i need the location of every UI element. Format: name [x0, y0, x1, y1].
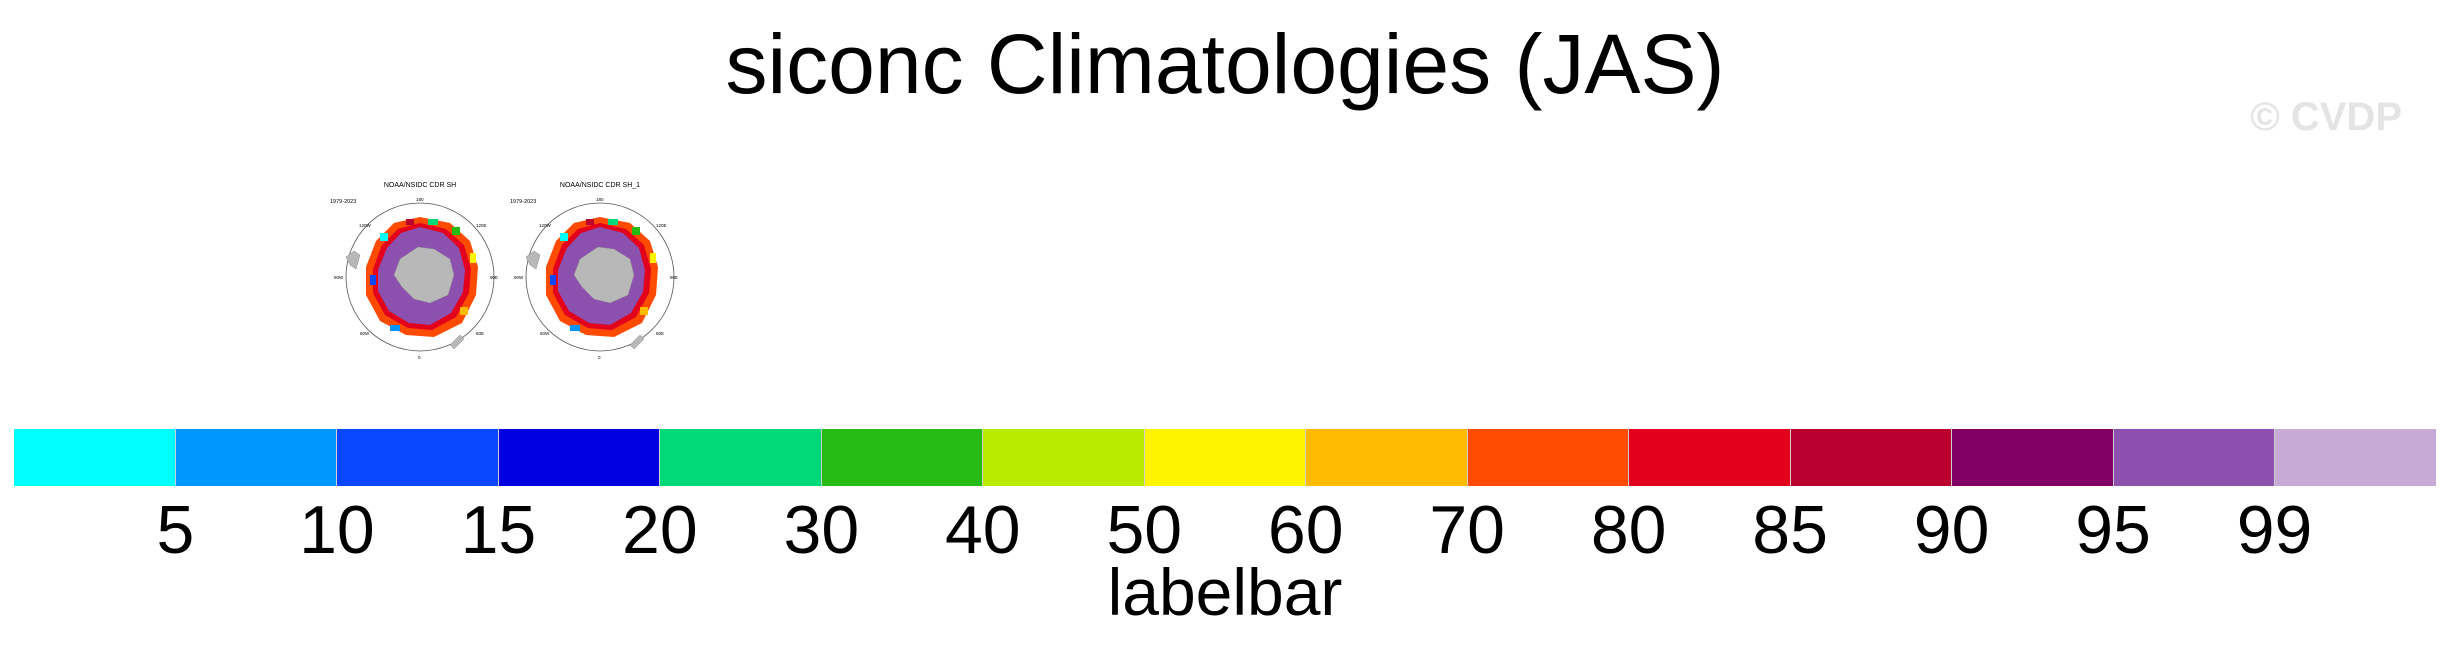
- svg-text:180: 180: [596, 197, 604, 202]
- svg-text:0: 0: [418, 355, 421, 360]
- colorbar-box: [1790, 429, 1953, 486]
- map-panel-1: 120W 180 120E 90W 90E 60W 60E 0 NOAA/NSIDC CD…: [330, 175, 510, 365]
- svg-text:60E: 60E: [656, 331, 664, 336]
- colorbar-tick-label: 95: [2075, 492, 2151, 568]
- new-zealand-landmass: [449, 334, 465, 350]
- colorbar-tick-label: 20: [622, 492, 698, 568]
- colorbar-box: [175, 429, 338, 486]
- svg-text:120E: 120E: [656, 223, 667, 228]
- colorbar-tick-label: 99: [2236, 492, 2313, 568]
- colorbar-box: [1952, 429, 2114, 486]
- colorbar-tick-label: 50: [1106, 492, 1183, 568]
- figure-title: siconc Climatologies (JAS): [725, 17, 1725, 111]
- colorbar-box: [2113, 429, 2276, 486]
- colorbar-tick-label: 40: [944, 492, 1021, 568]
- colorbar-box: [337, 429, 499, 486]
- colorbar-box: [1144, 429, 1307, 486]
- colorbar-box: [660, 429, 822, 486]
- svg-text:60W: 60W: [540, 331, 550, 336]
- colorbar-label: labelbar: [1107, 555, 1343, 629]
- svg-text:60E: 60E: [476, 331, 484, 336]
- colorbar-box: [498, 429, 661, 486]
- colorbar-tick-label: 70: [1429, 492, 1505, 568]
- panel-title: NOAA/NSIDC CDR SH: [383, 182, 457, 189]
- map-panel-2: 120W 180 120E 90W 90E 60W 60E 0 NOAA/NSIDC CD…: [510, 175, 690, 365]
- south-america-landmass: [345, 250, 361, 270]
- colorbar-tick-label: 60: [1267, 492, 1344, 568]
- colorbar-tick-label: 90: [1913, 492, 1990, 568]
- colorbar-box: [983, 429, 1145, 486]
- colorbar-tick-label: 15: [460, 492, 537, 568]
- colorbar-box: [2275, 429, 2436, 486]
- colorbar-box: [1306, 429, 1468, 486]
- longitude-labels-2: 120W 180 120E 90W 90E 60W 60E 0: [514, 197, 678, 360]
- colorbar-box: [1467, 429, 1630, 486]
- south-america-landmass: [525, 250, 541, 270]
- svg-text:90W: 90W: [334, 275, 344, 280]
- svg-text:180: 180: [416, 197, 424, 202]
- svg-text:120W: 120W: [539, 223, 552, 228]
- antarctica-landmass: [573, 246, 635, 304]
- colorbar-tick-label: 5: [156, 492, 195, 568]
- colorbar-tick-label: 85: [1752, 492, 1828, 568]
- panel-years: 1979-2023: [510, 199, 537, 205]
- colorbar-box: [1629, 429, 1791, 486]
- svg-text:90W: 90W: [514, 275, 524, 280]
- antarctica-landmass: [393, 246, 455, 304]
- colorbar: [14, 429, 2436, 486]
- colorbar-tick-label: 10: [299, 492, 375, 568]
- colorbar-tick-label: 80: [1590, 492, 1667, 568]
- panel-title: NOAA/NSIDC CDR SH_1: [559, 182, 641, 189]
- longitude-labels-1: 120W 180 120E 90W 90E 60W 60E 0: [334, 197, 498, 360]
- svg-text:60W: 60W: [360, 331, 370, 336]
- svg-text:90E: 90E: [490, 275, 498, 280]
- colorbar-tick-label: 30: [783, 492, 860, 568]
- svg-text:120E: 120E: [476, 223, 487, 228]
- polar-map-1: 120W 180 120E 90W 90E 60W 60E 0: [334, 197, 498, 360]
- colorbar-ticks: 5 10 15 20 30 40 50 60 70 80 85 90 95 99: [14, 490, 2436, 570]
- polar-map-2: 120W 180 120E 90W 90E 60W 60E 0: [514, 197, 678, 360]
- svg-text:120W: 120W: [359, 223, 372, 228]
- colorbar-box: [14, 429, 176, 486]
- svg-text:90E: 90E: [670, 275, 678, 280]
- panel-years: 1979-2023: [330, 199, 357, 205]
- svg-text:0: 0: [598, 355, 601, 360]
- new-zealand-landmass: [629, 334, 645, 350]
- colorbar-box: [821, 429, 984, 486]
- cvdp-watermark: © CVDP: [2250, 95, 2402, 139]
